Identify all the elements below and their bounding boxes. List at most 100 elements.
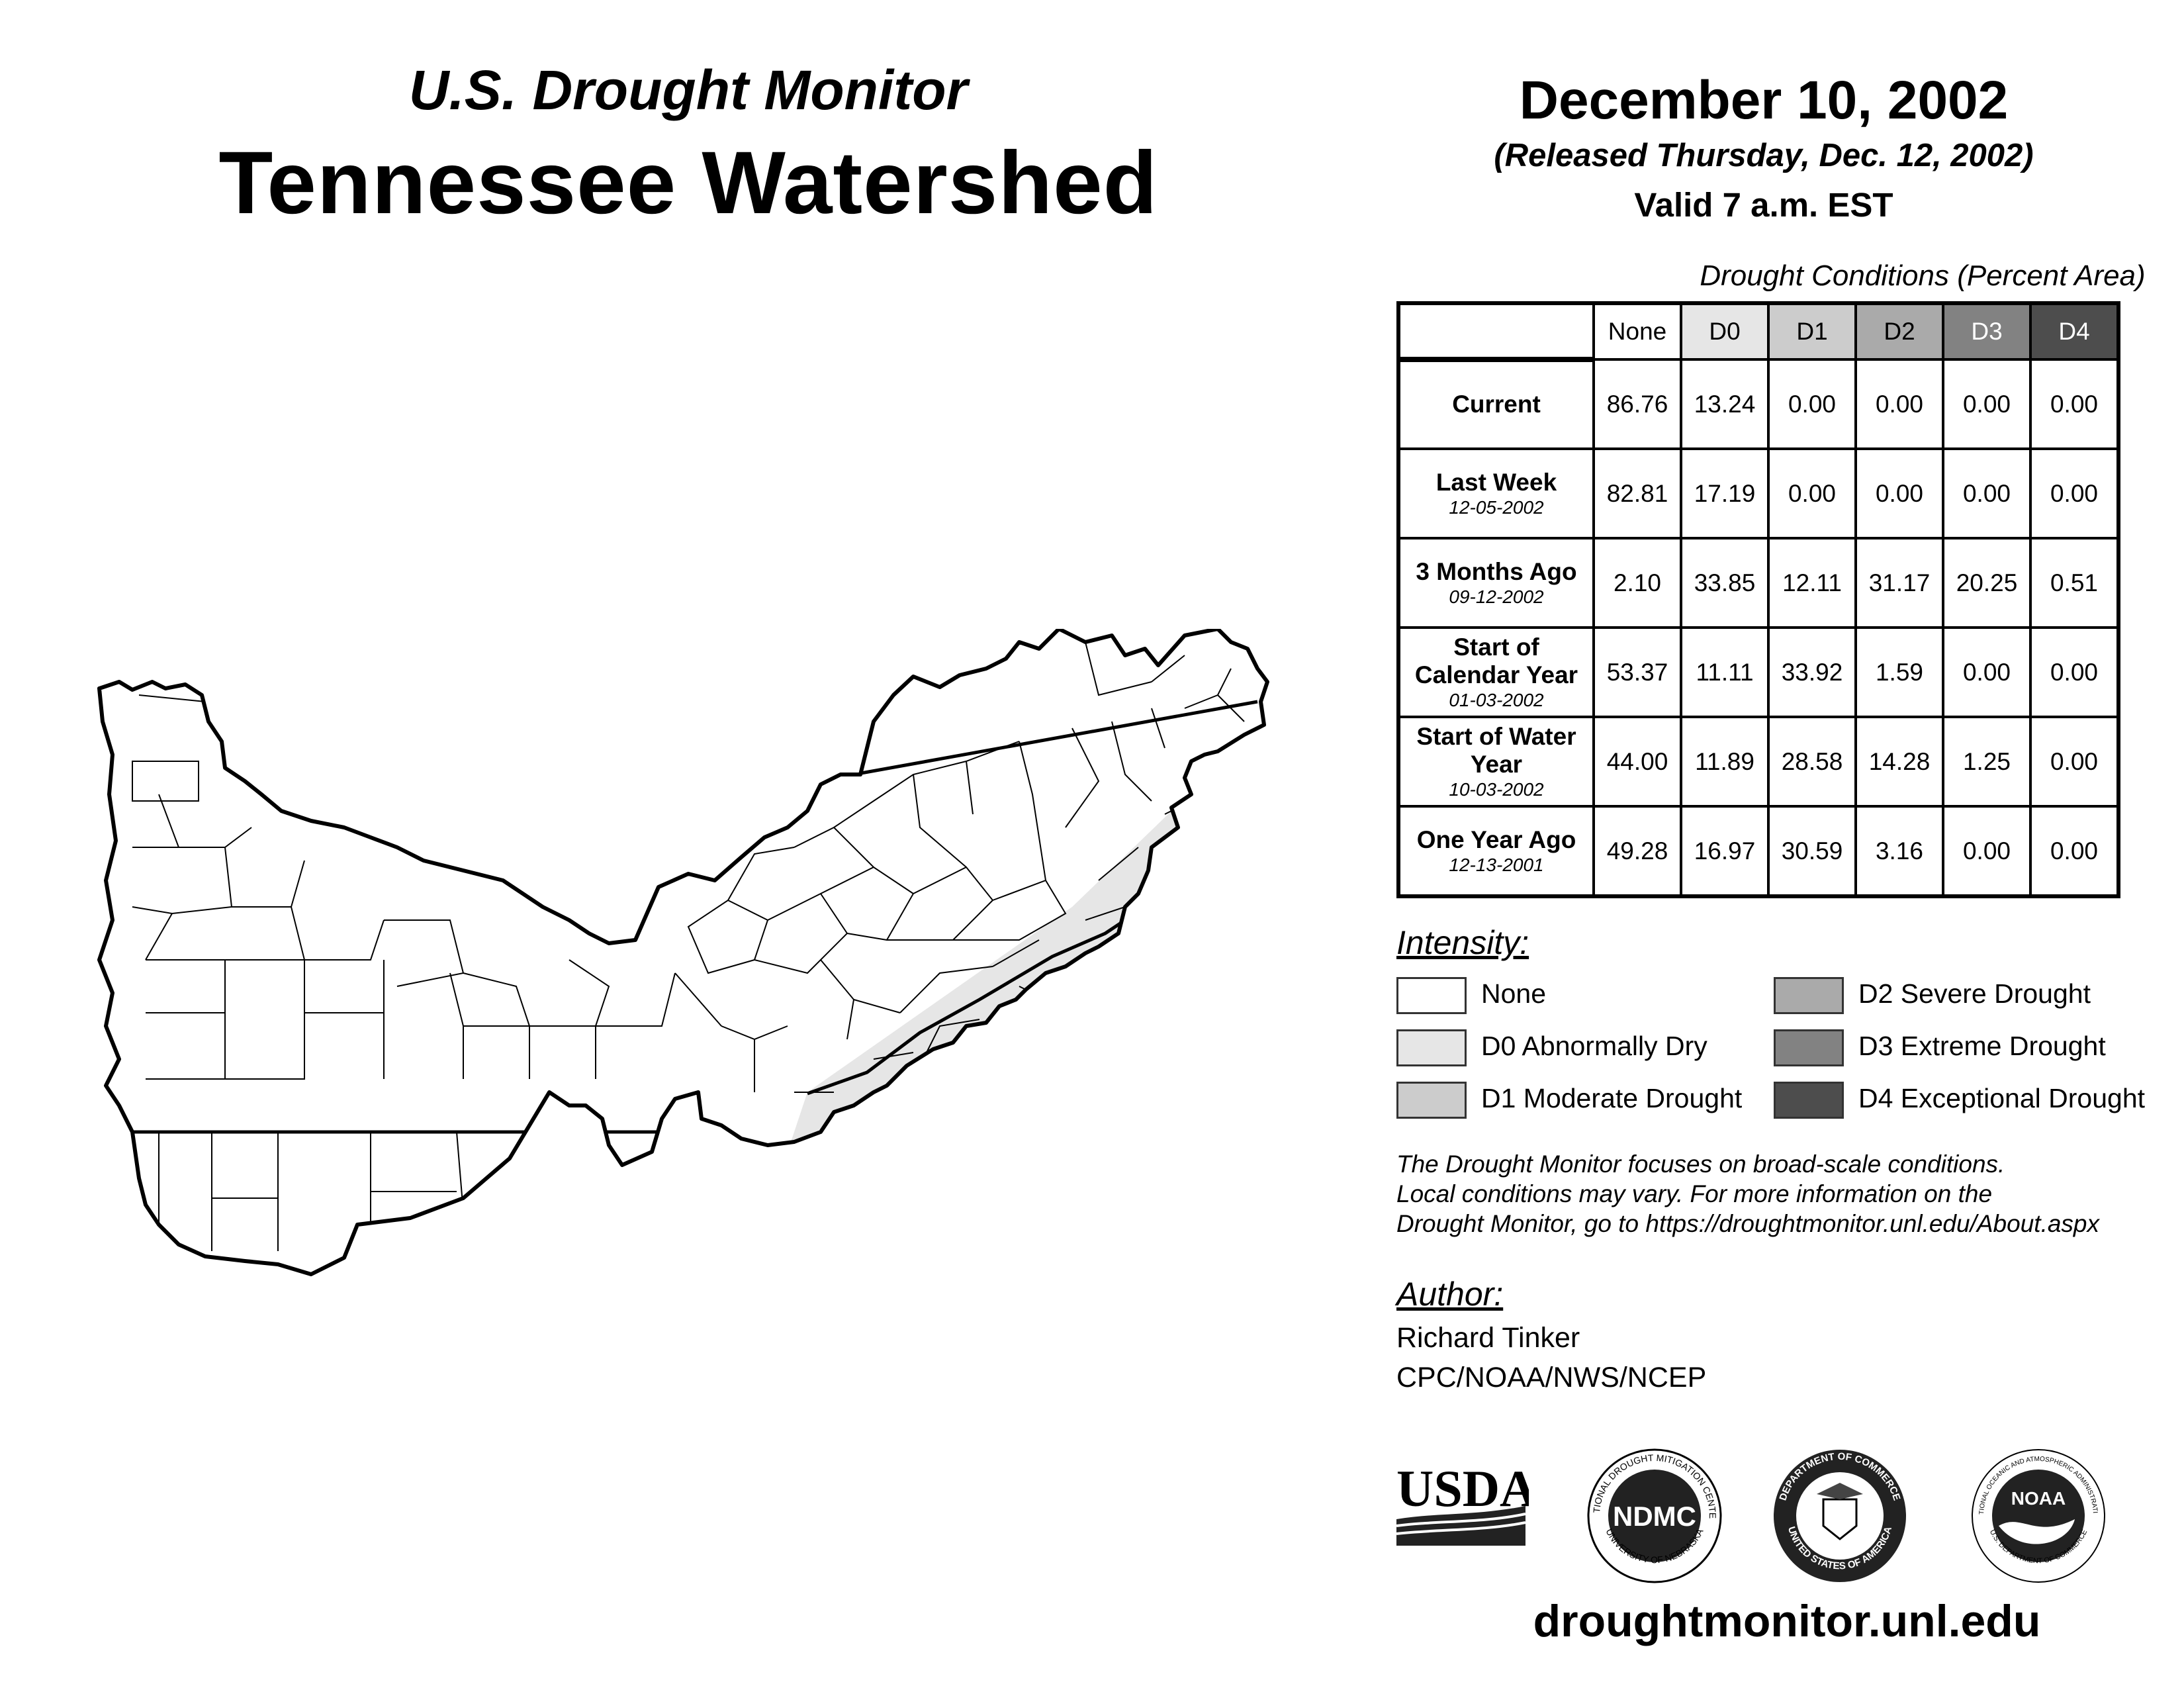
legend-label: D2 Severe Drought (1858, 978, 2091, 1009)
legend-swatch-d0 (1396, 1029, 1467, 1066)
legend-swatch-d4 (1774, 1082, 1844, 1119)
tennessee-watershed-map (97, 629, 1269, 1276)
disclaimer-note: The Drought Monitor focuses on broad-sca… (1396, 1149, 2177, 1239)
table-cell: 28.58 (1767, 716, 1857, 808)
map-supertitle: U.S. Drought Monitor (408, 59, 968, 121)
table-cell: 0.00 (1767, 447, 1857, 539)
table-cell: 11.11 (1680, 626, 1770, 718)
table-row: 3 Months Ago 09-12-2002 2.10 33.85 12.11 … (1397, 537, 2120, 629)
commerce-seal-logo: DEPARTMENT OF COMMERCE UNITED STATES OF … (1774, 1450, 1906, 1582)
valid-time: Valid 7 a.m. EST (1634, 186, 1893, 224)
row-label: Start of Water Year 10-03-2002 (1397, 716, 1595, 808)
legend-label: None (1481, 978, 1547, 1009)
usda-logo: USDA (1396, 1460, 1529, 1546)
row-label-text: Start of Calendar Year (1414, 633, 1578, 689)
ndmc-logo: NDMC NATIONAL DROUGHT MITIGATION CENTER … (1585, 1446, 1722, 1583)
author-organization: CPC/NOAA/NWS/NCEP (1396, 1362, 1707, 1393)
row-label: Start of Calendar Year 01-03-2002 (1397, 626, 1595, 718)
table-row: One Year Ago 12-13-2001 49.28 16.97 30.59… (1397, 805, 2120, 898)
note-line: Local conditions may vary. For more info… (1396, 1180, 1993, 1207)
row-date: 01-03-2002 (1449, 689, 1544, 710)
note-line: The Drought Monitor focuses on broad-sca… (1396, 1150, 2005, 1178)
table-cell: 33.92 (1767, 626, 1857, 718)
valid-date: December 10, 2002 (1519, 70, 2009, 130)
table-cell: 0.00 (2029, 716, 2120, 808)
table-cell: 1.25 (1942, 716, 2032, 808)
row-label-text: One Year Ago (1416, 826, 1576, 854)
legend-swatch-d1 (1396, 1082, 1467, 1119)
column-header-d2: D2 (1854, 301, 1944, 361)
column-header-d1: D1 (1767, 301, 1857, 361)
table-cell: 0.51 (2029, 537, 2120, 629)
table-cell: 0.00 (2029, 626, 2120, 718)
map-title: Tennessee Watershed (218, 134, 1158, 232)
legend-label: D3 Extreme Drought (1858, 1031, 2106, 1061)
table-cell: 0.00 (1854, 358, 1944, 450)
author-heading: Author: (1396, 1276, 1504, 1313)
table-cell: 13.24 (1680, 358, 1770, 450)
table-cell: 0.00 (2029, 358, 2120, 450)
table-cell: 14.28 (1854, 716, 1944, 808)
noaa-logo: NOAA NATIONAL OCEANIC AND ATMOSPHERIC AD… (1969, 1446, 2105, 1583)
table-cell: 0.00 (1942, 805, 2032, 898)
row-date: 09-12-2002 (1449, 586, 1544, 607)
row-date: 12-05-2002 (1449, 496, 1544, 518)
column-header-d0: D0 (1680, 301, 1770, 361)
table-cell: 16.97 (1680, 805, 1770, 898)
watershed-outline (97, 629, 1269, 1276)
row-label-text: 3 Months Ago (1416, 558, 1577, 586)
website-url[interactable]: droughtmonitor.unl.edu (1533, 1596, 2041, 1646)
table-cell: 30.59 (1767, 805, 1857, 898)
table-cell: 53.37 (1592, 626, 1682, 718)
legend-label: D1 Moderate Drought (1481, 1083, 1743, 1113)
table-cell: 12.11 (1767, 537, 1857, 629)
row-date: 12-13-2001 (1449, 854, 1544, 875)
table-cell: 44.00 (1592, 716, 1682, 808)
table-cell: 0.00 (2029, 805, 2120, 898)
column-header-none: None (1592, 301, 1682, 361)
legend-label: D4 Exceptional Drought (1858, 1083, 2146, 1113)
table-cell: 49.28 (1592, 805, 1682, 898)
column-header-d4: D4 (2029, 301, 2120, 361)
table-cell: 2.10 (1592, 537, 1682, 629)
legend-title: Intensity: (1396, 924, 1529, 961)
drought-conditions-table: None D0 D1 D2 D3 D4 Current 86.76 13.24 … (1396, 301, 2120, 898)
table-cell: 82.81 (1592, 447, 1682, 539)
table-row: Start of Water Year 10-03-2002 44.00 11.8… (1397, 716, 2120, 808)
table-cell: 0.00 (1942, 447, 2032, 539)
legend-swatch-d3 (1774, 1029, 1844, 1066)
legend-label: D0 Abnormally Dry (1481, 1031, 1707, 1061)
table-cell: 0.00 (1942, 626, 2032, 718)
table-cell: 31.17 (1854, 537, 1944, 629)
table-row: Start of Calendar Year 01-03-2002 53.37 1… (1397, 626, 2120, 718)
table-row: Current 86.76 13.24 0.00 0.00 0.00 0.00 (1397, 358, 2120, 450)
table-corner (1398, 301, 1595, 362)
table-cell: 17.19 (1680, 447, 1770, 539)
column-header-d3: D3 (1942, 301, 2032, 361)
legend-swatch-d2 (1774, 977, 1844, 1014)
noaa-logo-text: NOAA (2011, 1488, 2066, 1509)
row-label: Current (1397, 358, 1595, 450)
row-label-text: Current (1452, 391, 1541, 418)
table-cell: 3.16 (1854, 805, 1944, 898)
row-label: Last Week 12-05-2002 (1397, 447, 1595, 539)
table-cell: 0.00 (1942, 358, 2032, 450)
table-cell: 0.00 (1767, 358, 1857, 450)
release-date: (Released Thursday, Dec. 12, 2002) (1494, 138, 2034, 173)
table-row: Last Week 12-05-2002 82.81 17.19 0.00 0.0… (1397, 447, 2120, 539)
note-line: Drought Monitor, go to https://droughtmo… (1396, 1210, 2099, 1237)
table-cell: 0.00 (2029, 447, 2120, 539)
row-label: One Year Ago 12-13-2001 (1397, 805, 1595, 898)
table-caption: Drought Conditions (Percent Area) (1700, 259, 2146, 292)
author-name: Richard Tinker (1396, 1322, 1580, 1354)
legend-swatch-none (1396, 977, 1467, 1014)
row-label-text: Start of Water Year (1416, 722, 1576, 778)
row-label: 3 Months Ago 09-12-2002 (1397, 537, 1595, 629)
table-cell: 0.00 (1854, 447, 1944, 539)
table-cell: 20.25 (1942, 537, 2032, 629)
row-date: 10-03-2002 (1449, 778, 1544, 800)
table-cell: 86.76 (1592, 358, 1682, 450)
row-label-text: Last Week (1435, 469, 1557, 496)
basin-none-area (99, 629, 1267, 1274)
ndmc-logo-text: NDMC (1613, 1501, 1696, 1532)
